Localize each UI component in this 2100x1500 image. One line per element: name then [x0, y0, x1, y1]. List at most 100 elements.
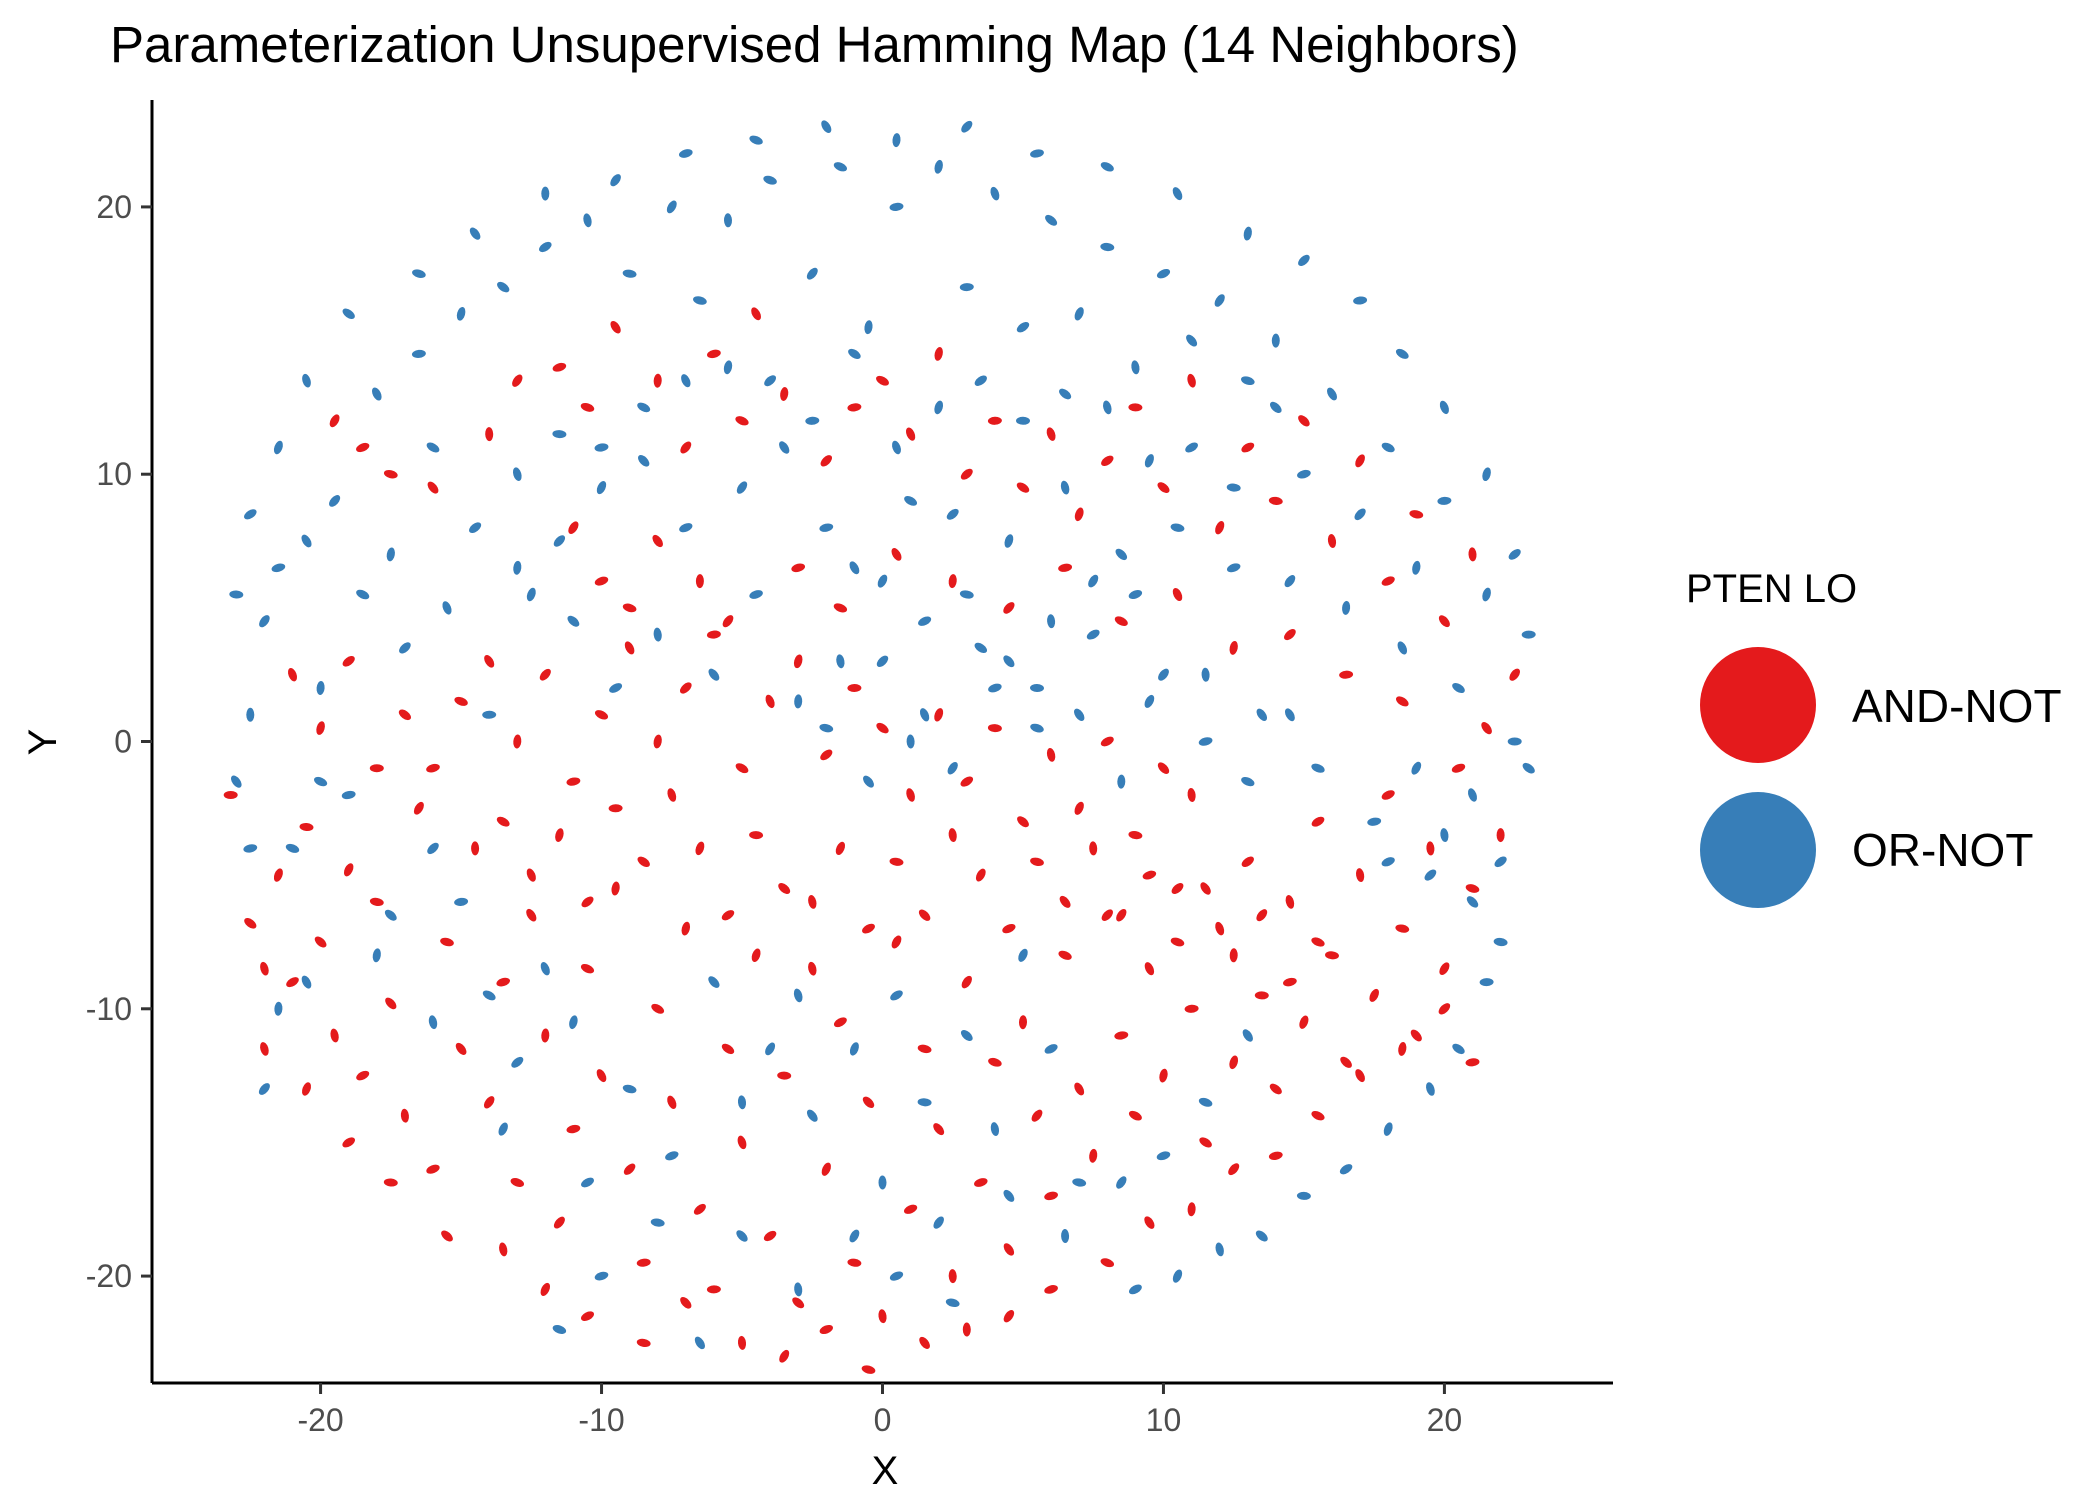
point-or-not — [1466, 896, 1479, 908]
point-and-not — [667, 788, 677, 802]
point-and-not — [513, 734, 522, 749]
point-or-not — [990, 1122, 1000, 1137]
point-or-not — [678, 149, 693, 158]
y-tick-label: 10 — [96, 456, 132, 492]
points-layer — [223, 120, 1536, 1374]
point-and-not — [1157, 482, 1170, 493]
point-and-not — [862, 923, 875, 934]
point-and-not — [1172, 587, 1183, 602]
point-or-not — [511, 1056, 524, 1068]
point-or-not — [974, 375, 987, 386]
legend-swatch-or-not — [1700, 792, 1816, 908]
point-or-not — [765, 1042, 776, 1056]
point-and-not — [1074, 1082, 1085, 1096]
point-and-not — [1439, 962, 1450, 976]
point-or-not — [1003, 1189, 1015, 1202]
point-and-not — [299, 822, 314, 832]
point-and-not — [636, 1258, 651, 1267]
point-or-not — [1383, 1122, 1393, 1136]
point-or-not — [749, 135, 763, 145]
point-and-not — [778, 883, 791, 894]
point-and-not — [792, 1297, 805, 1309]
point-or-not — [694, 1336, 705, 1350]
point-or-not — [1424, 869, 1437, 881]
point-and-not — [260, 1042, 269, 1056]
point-and-not — [1311, 937, 1325, 947]
point-or-not — [665, 1151, 679, 1161]
y-tick-label: -10 — [86, 991, 132, 1027]
point-or-not — [1170, 523, 1185, 532]
point-or-not — [497, 281, 510, 293]
point-and-not — [1254, 991, 1269, 1000]
point-or-not — [1381, 857, 1395, 867]
point-and-not — [1229, 640, 1238, 655]
point-and-not — [342, 1137, 356, 1148]
point-and-not — [793, 654, 803, 669]
point-and-not — [975, 868, 986, 882]
point-or-not — [301, 975, 312, 989]
point-and-not — [223, 791, 238, 799]
point-and-not — [1100, 1258, 1115, 1268]
point-or-not — [426, 442, 440, 453]
point-and-not — [1114, 616, 1128, 626]
point-or-not — [316, 681, 325, 695]
point-or-not — [681, 374, 691, 388]
point-or-not — [1074, 307, 1084, 321]
point-and-not — [1116, 908, 1127, 922]
point-and-not — [934, 347, 943, 361]
y-tick-label: -20 — [86, 1258, 132, 1294]
point-and-not — [917, 1044, 932, 1054]
point-or-not — [594, 1271, 609, 1281]
point-or-not — [1156, 269, 1171, 279]
point-or-not — [246, 707, 255, 722]
point-and-not — [833, 603, 848, 613]
point-and-not — [1229, 1055, 1239, 1070]
point-and-not — [484, 654, 495, 668]
point-and-not — [314, 936, 327, 948]
legend: PTEN LO AND-NOT OR-NOT — [1686, 567, 2062, 908]
point-or-not — [1426, 1082, 1435, 1096]
point-or-not — [1100, 162, 1114, 172]
point-and-not — [568, 521, 579, 534]
point-or-not — [961, 120, 973, 133]
point-or-not — [892, 133, 901, 148]
point-and-not — [1241, 442, 1255, 453]
point-or-not — [934, 400, 944, 415]
point-or-not — [833, 162, 847, 172]
legend-label-or-not: OR-NOT — [1852, 824, 2033, 876]
point-or-not — [273, 440, 283, 455]
point-and-not — [1003, 1243, 1015, 1256]
point-and-not — [779, 1349, 790, 1363]
point-and-not — [1046, 427, 1056, 441]
y-axis-title: Y — [21, 729, 65, 756]
point-and-not — [1509, 668, 1520, 681]
point-and-not — [987, 416, 1002, 425]
point-or-not — [1003, 655, 1015, 668]
point-and-not — [891, 548, 902, 561]
point-and-not — [693, 1203, 706, 1215]
point-or-not — [1353, 296, 1368, 305]
point-and-not — [581, 896, 594, 908]
point-or-not — [1241, 376, 1255, 386]
point-or-not — [482, 990, 496, 1001]
point-or-not — [763, 175, 777, 185]
point-or-not — [1521, 630, 1536, 639]
point-or-not — [622, 1084, 637, 1094]
point-or-not — [1241, 777, 1255, 787]
point-or-not — [1507, 737, 1522, 746]
point-and-not — [383, 1178, 398, 1187]
point-or-not — [456, 306, 466, 321]
point-or-not — [498, 1122, 508, 1136]
point-and-not — [343, 863, 354, 877]
point-and-not — [1101, 909, 1113, 921]
point-or-not — [1296, 1191, 1311, 1200]
point-and-not — [1215, 521, 1225, 535]
point-and-not — [680, 1296, 692, 1309]
point-and-not — [1170, 937, 1185, 947]
point-and-not — [1228, 1163, 1240, 1176]
point-or-not — [1144, 694, 1155, 708]
chart-title: Parameterization Unsupervised Hamming Ma… — [110, 16, 1519, 73]
point-and-not — [510, 1178, 525, 1187]
point-or-not — [805, 416, 820, 425]
point-or-not — [412, 269, 426, 279]
